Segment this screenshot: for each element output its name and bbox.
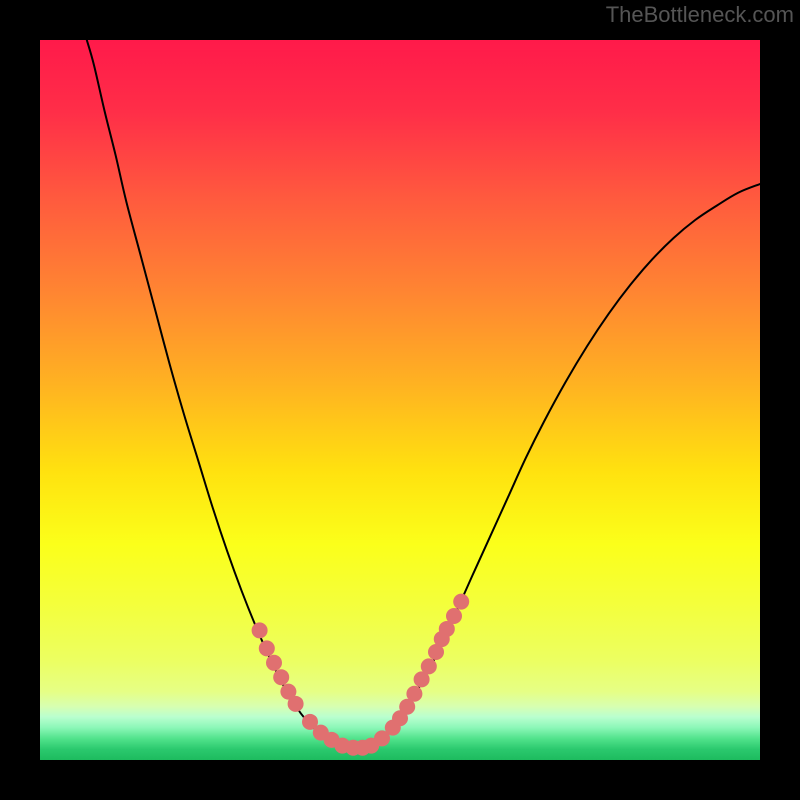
data-marker: [273, 669, 289, 685]
curve-layer: [40, 40, 760, 760]
data-marker: [252, 622, 268, 638]
data-marker: [446, 608, 462, 624]
data-marker: [406, 686, 422, 702]
markers-group: [252, 594, 470, 756]
data-marker: [288, 696, 304, 712]
chart-root: TheBottleneck.com: [0, 0, 800, 800]
data-marker: [421, 658, 437, 674]
data-marker: [259, 640, 275, 656]
curve-right-arm: [360, 184, 760, 748]
data-marker: [266, 655, 282, 671]
watermark-text: TheBottleneck.com: [606, 2, 794, 28]
data-marker: [453, 594, 469, 610]
plot-area: [40, 40, 760, 760]
curve-left-arm: [87, 40, 361, 749]
curves-group: [87, 40, 760, 749]
